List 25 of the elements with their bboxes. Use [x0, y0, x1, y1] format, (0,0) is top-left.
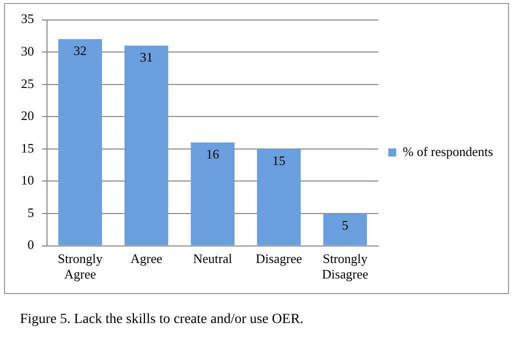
x-tick-label: Disagree — [256, 251, 302, 266]
bar — [257, 148, 301, 246]
legend-label: % of respondents — [402, 144, 494, 159]
bar — [190, 142, 234, 246]
bar — [124, 46, 168, 246]
x-tick-label: Agree — [130, 251, 162, 266]
y-tick-label: 10 — [21, 172, 34, 188]
caption: Figure 5. Lack the skills to create and/or use OER. — [20, 312, 304, 328]
x-tick-label: Neutral — [193, 251, 232, 266]
data-label: 32 — [74, 43, 87, 58]
data-label: 5 — [342, 217, 348, 232]
data-label: 16 — [206, 146, 220, 162]
y-tick-label: 25 — [21, 76, 34, 91]
y-tick-label: 35 — [21, 11, 34, 26]
y-tick-label: 20 — [21, 108, 34, 124]
bar — [58, 39, 102, 246]
bar — [323, 214, 367, 246]
data-label: 31 — [140, 50, 153, 65]
y-tick-label: 5 — [28, 204, 34, 220]
y-tick-label: 15 — [21, 140, 34, 156]
y-tick-label: 0 — [28, 237, 34, 252]
y-tick-label: 30 — [21, 44, 34, 59]
x-tick-label: Strongly Agree — [58, 251, 104, 282]
data-label: 15 — [272, 152, 286, 168]
x-tick-label: Strongly Disagree — [322, 251, 368, 282]
